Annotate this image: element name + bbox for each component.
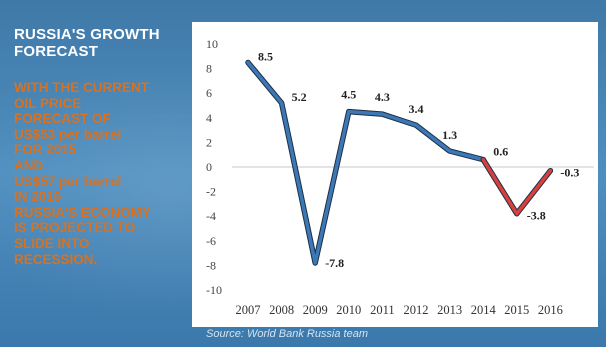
slide-title: RUSSIA'S GROWTH FORECAST [14,26,194,60]
slide-title-line: RUSSIA'S GROWTH [14,26,160,43]
body-line: IS PROJECTED TO [14,220,136,236]
data-point [515,212,519,216]
y-tick-label: -10 [206,283,222,297]
growth-chart: 10 8 6 4 2 0 -2 -4 -6 -8 -10 2007 2008 2009 2010 2011 20… [206,37,594,317]
x-tick-label: 2012 [404,303,429,317]
x-tick-label: 2015 [504,303,529,317]
data-point [347,110,351,114]
y-tick-label: 8 [206,62,212,76]
body-line: RECESSION. [14,251,98,267]
body-line: AND [14,157,44,173]
body-line: IN 2016 [14,189,62,205]
data-label: -0.3 [560,166,579,180]
data-point [548,169,552,173]
body-line: FORECAST OF [14,111,111,127]
data-label: 4.5 [341,88,356,102]
body-line: US$57 per barrel [14,173,122,189]
data-point [481,158,485,162]
body-line: OIL PRICE [14,95,82,111]
data-label: 5.2 [292,90,307,104]
y-tick-label: 2 [206,135,212,149]
data-point [380,112,384,116]
actual-series-line [246,60,485,265]
data-point [280,101,284,105]
y-tick-label: -6 [206,234,216,248]
actual-series-line-outline [245,59,486,266]
body-line: WITH THE CURRENT [14,80,149,95]
data-label: 3.4 [409,102,424,116]
x-tick-label: 2008 [269,303,294,317]
x-tick-label: 2011 [370,303,395,317]
y-tick-label: 6 [206,86,212,100]
x-tick-label: 2010 [336,303,361,317]
y-tick-label: 4 [206,111,212,125]
x-tick-label: 2016 [538,303,563,317]
body-line: SLIDE INTO [14,235,90,251]
x-tick-label: 2009 [303,303,328,317]
y-tick-label: 10 [206,37,218,51]
data-label: 8.5 [258,49,273,63]
data-label: 0.6 [493,145,508,159]
source-note: Source: World Bank Russia team [206,328,369,340]
x-tick-label: 2007 [236,303,261,317]
y-tick-label: 0 [206,160,212,174]
body-line: FOR 2015 [14,142,77,158]
data-point [414,123,418,127]
data-point [246,60,250,64]
data-label: -3.8 [527,209,546,223]
x-tick-label: 2013 [437,303,462,317]
data-label: 1.3 [442,128,457,142]
slide-title-line: FORECAST [14,43,99,60]
forecast-series-line-outline [480,156,554,217]
y-tick-label: -2 [206,185,216,199]
data-point [448,149,452,153]
x-tick-label: 2014 [471,303,497,317]
body-line: RUSSIA'S ECONOMY [14,204,151,220]
data-label: 4.3 [375,90,390,104]
data-label: -7.8 [325,256,344,270]
y-tick-label: -4 [206,209,216,223]
data-point [313,261,317,265]
body-line: US$53 per barrel [14,126,122,142]
y-tick-label: -8 [206,258,216,272]
chart-panel: 10 8 6 4 2 0 -2 -4 -6 -8 -10 2007 2008 2009 2010 2011 20… [192,22,598,327]
body-text: WITH THE CURRENT OIL PRICE FORECAST OF U… [14,80,199,267]
